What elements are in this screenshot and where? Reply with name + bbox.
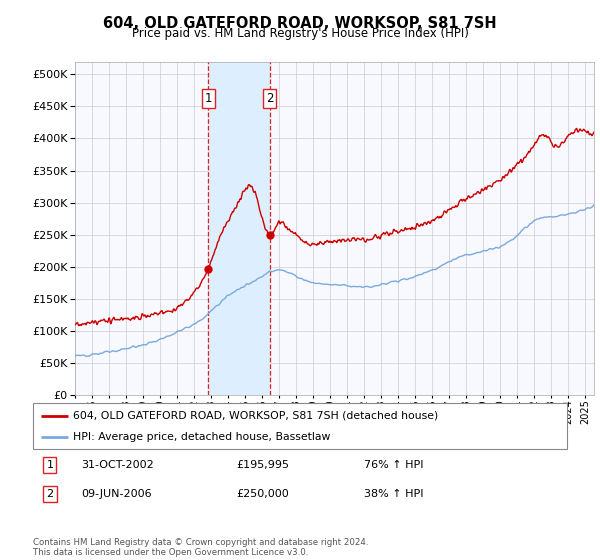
Text: 31-OCT-2002: 31-OCT-2002 xyxy=(81,460,154,470)
Text: £195,995: £195,995 xyxy=(236,460,289,470)
Text: 1: 1 xyxy=(46,460,53,470)
Text: £250,000: £250,000 xyxy=(236,489,289,500)
Bar xyxy=(208,62,269,395)
Text: Contains HM Land Registry data © Crown copyright and database right 2024.
This d: Contains HM Land Registry data © Crown c… xyxy=(33,538,368,557)
Text: HPI: Average price, detached house, Bassetlaw: HPI: Average price, detached house, Bass… xyxy=(73,432,331,442)
FancyBboxPatch shape xyxy=(33,403,567,449)
Text: 2: 2 xyxy=(266,92,274,105)
Text: Price paid vs. HM Land Registry's House Price Index (HPI): Price paid vs. HM Land Registry's House … xyxy=(131,27,469,40)
Text: 1: 1 xyxy=(205,92,212,105)
Text: 604, OLD GATEFORD ROAD, WORKSOP, S81 7SH: 604, OLD GATEFORD ROAD, WORKSOP, S81 7SH xyxy=(103,16,497,31)
Text: 604, OLD GATEFORD ROAD, WORKSOP, S81 7SH (detached house): 604, OLD GATEFORD ROAD, WORKSOP, S81 7SH… xyxy=(73,410,438,421)
Text: 38% ↑ HPI: 38% ↑ HPI xyxy=(364,489,424,500)
Text: 76% ↑ HPI: 76% ↑ HPI xyxy=(364,460,424,470)
Text: 2: 2 xyxy=(46,489,53,500)
Text: 09-JUN-2006: 09-JUN-2006 xyxy=(81,489,152,500)
